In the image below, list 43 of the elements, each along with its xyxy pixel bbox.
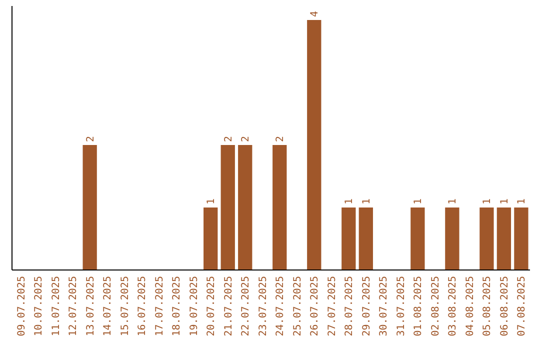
x-tick-label: 05.08.2025 [482, 276, 494, 336]
x-tick-label: 03.08.2025 [448, 276, 459, 336]
x-tick-label: 10.07.2025 [34, 276, 45, 336]
x-tick-label: 20.07.2025 [206, 276, 218, 336]
x-tick-label: 27.07.2025 [326, 276, 338, 336]
x-tick-label: 24.07.2025 [275, 276, 286, 336]
data-label: 1 [361, 198, 372, 204]
x-tick-label: 12.07.2025 [68, 276, 80, 336]
x-tick-label: 31.07.2025 [396, 276, 407, 336]
data-label: 1 [344, 198, 356, 204]
x-tick-label: 13.07.2025 [85, 276, 96, 336]
data-label: 1 [482, 198, 494, 204]
data-label: 2 [275, 136, 286, 142]
x-tick-label: 11.07.2025 [50, 276, 62, 336]
x-tick-label: 22.07.2025 [240, 276, 252, 336]
data-label: 2 [240, 136, 252, 142]
x-tick-label: 01.08.2025 [413, 276, 424, 336]
x-tick-label: 25.07.2025 [292, 276, 304, 336]
x-tick-label: 16.07.2025 [137, 276, 148, 336]
data-label: 1 [413, 198, 424, 204]
data-label: 1 [206, 198, 218, 204]
x-tick-label: 15.07.2025 [120, 276, 131, 336]
x-tick-label: 26.07.2025 [310, 276, 321, 336]
data-label: 2 [223, 136, 234, 142]
x-tick-label: 18.07.2025 [172, 276, 183, 336]
data-label: 1 [448, 198, 459, 204]
x-tick-label: 14.07.2025 [102, 276, 114, 336]
x-tick-label: 07.08.2025 [516, 276, 528, 336]
x-tick-label: 23.07.2025 [258, 276, 269, 336]
x-tick-label: 06.08.2025 [499, 276, 510, 336]
x-tick-label: 19.07.2025 [188, 276, 200, 336]
data-label: 1 [499, 198, 510, 204]
data-label: 1 [516, 198, 528, 204]
data-label: 2 [85, 136, 96, 142]
x-tick-label: 28.07.2025 [344, 276, 356, 336]
x-tick-label: 21.07.2025 [223, 276, 234, 336]
x-tick-label: 29.07.2025 [361, 276, 372, 336]
x-tick-label: 30.07.2025 [378, 276, 390, 336]
x-tick-label: 02.08.2025 [430, 276, 442, 336]
x-tick-label: 17.07.2025 [154, 276, 166, 336]
x-tick-label: 04.08.2025 [464, 276, 476, 336]
data-label: 4 [310, 10, 321, 17]
x-tick-label: 09.07.2025 [16, 276, 28, 336]
